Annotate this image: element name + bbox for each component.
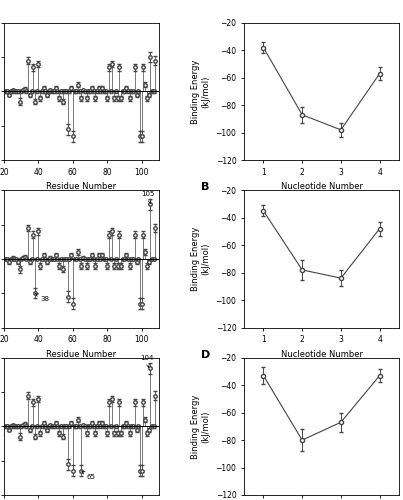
- X-axis label: Nucleotide Number: Nucleotide Number: [280, 350, 363, 358]
- Text: 104: 104: [140, 355, 154, 368]
- Text: Complex-WT: Complex-WT: [166, 10, 237, 20]
- Text: 105: 105: [142, 191, 155, 203]
- Text: 65: 65: [81, 471, 96, 480]
- Text: Complex-T103A/K104A: Complex-T103A/K104A: [138, 344, 265, 354]
- X-axis label: Residue Number: Residue Number: [46, 350, 116, 358]
- Text: D: D: [201, 350, 210, 360]
- Y-axis label: Binding Energy
(kJ/mol): Binding Energy (kJ/mol): [191, 226, 210, 291]
- Y-axis label: Binding Energy
(kJ/mol): Binding Energy (kJ/mol): [191, 394, 210, 458]
- Y-axis label: Binding Energy
(kJ/mol): Binding Energy (kJ/mol): [191, 60, 210, 124]
- Text: B: B: [201, 182, 209, 192]
- X-axis label: Nucleotide Number: Nucleotide Number: [280, 182, 363, 192]
- Text: Complex-R38Q: Complex-R38Q: [160, 176, 243, 186]
- X-axis label: Residue Number: Residue Number: [46, 182, 116, 192]
- Text: 38: 38: [35, 294, 49, 302]
